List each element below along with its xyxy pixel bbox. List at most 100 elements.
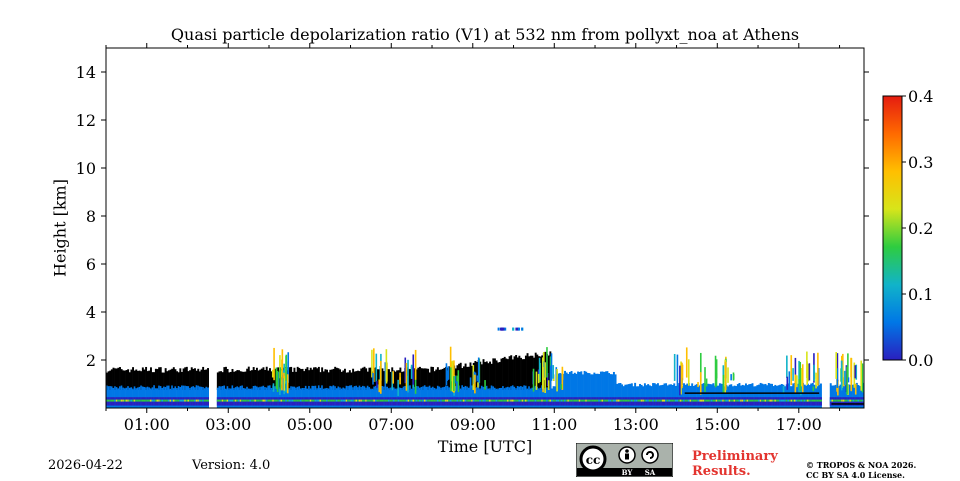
layer-stripe xyxy=(361,399,364,402)
layer-column xyxy=(671,384,674,408)
layer-column xyxy=(166,385,169,408)
layer-column xyxy=(774,384,777,408)
layer-stripe xyxy=(722,399,725,402)
chart-title: Quasi particle depolarization ratio (V1)… xyxy=(170,25,800,44)
colorbar-tick-label: 0.4 xyxy=(908,87,933,106)
layer-stripe xyxy=(521,399,524,402)
layer-stripe xyxy=(674,399,677,402)
noise-column xyxy=(432,366,434,390)
layer-stripe xyxy=(537,399,540,402)
layer-stripe xyxy=(792,399,795,402)
noise-column xyxy=(247,366,250,390)
layer-stripe xyxy=(568,399,571,402)
layer-stripe xyxy=(658,399,661,402)
layer-column xyxy=(785,384,788,408)
layer-column xyxy=(350,385,353,408)
layer-stripe xyxy=(304,399,307,402)
y-tick-label: 14 xyxy=(76,63,96,82)
layer-column xyxy=(456,386,459,408)
layer-column xyxy=(480,385,483,408)
noise-column xyxy=(340,371,343,390)
layer-stripe xyxy=(231,399,234,402)
layer-stripe xyxy=(629,399,632,402)
layer-stripe xyxy=(712,399,715,402)
x-tick-label: 15:00 xyxy=(694,415,740,434)
noise-column xyxy=(140,371,143,390)
noise-column xyxy=(415,369,418,390)
layer-stripe xyxy=(110,399,113,402)
depol-streak xyxy=(704,367,706,392)
layer-column xyxy=(815,385,818,408)
layer-stripe xyxy=(216,399,219,402)
depol-streak xyxy=(541,357,544,389)
noise-column xyxy=(194,368,196,390)
layer-stripe xyxy=(715,399,718,402)
layer-stripe xyxy=(846,399,848,402)
depol-streak xyxy=(273,347,275,381)
y-tick-label: 4 xyxy=(86,303,96,322)
layer-column xyxy=(621,384,624,408)
layer-stripe xyxy=(495,399,498,402)
layer-stripe xyxy=(678,399,681,402)
elevated-cloud xyxy=(502,327,505,331)
depol-streak xyxy=(279,355,281,379)
layer-column xyxy=(632,386,635,408)
layer-column xyxy=(557,373,560,408)
layer-stripe xyxy=(229,399,232,402)
layer-stripe xyxy=(546,399,549,402)
layer-stripe xyxy=(396,399,399,402)
noise-column xyxy=(202,366,205,390)
layer-stripe xyxy=(725,399,728,402)
depol-streak xyxy=(397,379,399,396)
noise-column xyxy=(528,356,531,390)
layer-column xyxy=(355,385,358,408)
layer-stripe xyxy=(793,399,796,402)
noise-column xyxy=(110,369,113,390)
layer-stripe xyxy=(710,399,713,402)
layer-stripe xyxy=(844,399,847,402)
depol-streak xyxy=(407,359,409,393)
layer-stripe xyxy=(670,399,672,402)
layer-stripe xyxy=(242,399,245,402)
layer-stripe xyxy=(816,399,819,402)
layer-stripe xyxy=(357,399,359,402)
layer-stripe xyxy=(666,399,669,402)
depol-streak xyxy=(287,352,290,383)
layer-column xyxy=(595,373,597,408)
depol-streak xyxy=(714,355,717,388)
layer-column xyxy=(492,386,495,408)
elevated-cloud xyxy=(501,327,504,331)
layer-stripe xyxy=(808,399,811,402)
layer-column xyxy=(731,386,734,408)
layer-stripe xyxy=(590,399,593,402)
layer-stripe xyxy=(756,399,759,402)
noise-column xyxy=(521,359,524,390)
depol-streak xyxy=(537,373,540,384)
depol-streak xyxy=(673,353,676,381)
layer-column xyxy=(236,386,239,408)
noise-column xyxy=(143,369,146,390)
layer-column xyxy=(177,386,180,408)
layer-column xyxy=(332,385,335,408)
layer-stripe xyxy=(852,399,855,402)
layer-column xyxy=(841,386,844,408)
layer-column xyxy=(831,385,834,408)
layer-stripe xyxy=(559,399,562,402)
layer-column xyxy=(842,385,845,408)
noise-column xyxy=(200,369,203,390)
layer-stripe xyxy=(612,399,615,402)
layer-stripe xyxy=(374,399,377,402)
layer-stripe xyxy=(161,399,164,402)
layer-stripe xyxy=(691,399,694,402)
layer-stripe xyxy=(430,399,433,402)
noise-column xyxy=(242,371,245,390)
layer-column xyxy=(552,386,555,408)
layer-stripe xyxy=(239,399,242,402)
layer-stripe xyxy=(500,399,503,402)
noise-column xyxy=(163,372,165,390)
layer-stripe xyxy=(663,399,666,402)
layer-stripe xyxy=(337,399,340,402)
layer-stripe xyxy=(317,399,320,402)
layer-column xyxy=(182,385,185,408)
layer-stripe xyxy=(458,399,461,402)
